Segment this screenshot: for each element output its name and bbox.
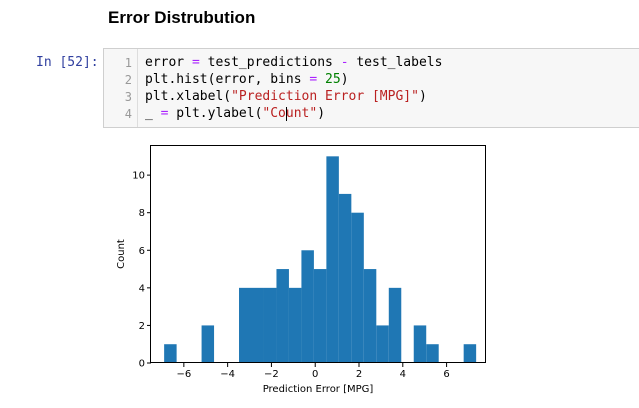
y-axis-ticks: 0 2 4 6 8 10 xyxy=(132,171,151,370)
histogram-bar xyxy=(263,287,277,363)
line-number-gutter: 1 2 3 4 xyxy=(104,49,138,127)
y-axis-label: Count xyxy=(116,239,127,269)
histogram-bar xyxy=(426,344,439,363)
histogram-bars xyxy=(164,156,477,363)
y-tick-label: 8 xyxy=(139,208,145,219)
histogram-bar xyxy=(201,325,215,363)
y-tick-label: 4 xyxy=(139,283,145,294)
line-number: 3 xyxy=(124,90,132,104)
section-heading: Error Distrubution xyxy=(108,8,256,27)
input-prompt: In [52]: xyxy=(36,55,99,70)
y-tick-label: 10 xyxy=(132,171,145,182)
y-tick-label: 0 xyxy=(139,359,145,370)
histogram-bar xyxy=(338,193,352,363)
histogram-bar xyxy=(276,269,289,363)
histogram-bar xyxy=(301,250,314,363)
histogram-bar xyxy=(363,269,377,363)
x-tick-label: −2 xyxy=(264,369,279,380)
code-cell[interactable]: 1 2 3 4 error = test_predictions - test_… xyxy=(103,48,639,128)
histogram-bar xyxy=(376,325,389,363)
x-tick-label: −4 xyxy=(220,369,235,380)
histogram-bar xyxy=(388,287,402,363)
plot-frame xyxy=(150,145,486,363)
code-line[interactable]: error = test_predictions - test_labels xyxy=(145,55,443,70)
code-line[interactable]: plt.xlabel("Prediction Error [MPG]") xyxy=(145,89,427,104)
histogram-bar xyxy=(288,287,302,363)
code-line[interactable]: plt.hist(error, bins = 25) xyxy=(145,72,349,87)
code-line[interactable]: _ = plt.ylabel("Count") xyxy=(145,106,326,121)
histogram-bar xyxy=(313,269,327,363)
x-axis-label: Prediction Error [MPG] xyxy=(263,384,374,395)
x-tick-label: 4 xyxy=(400,369,406,380)
histogram-bar xyxy=(239,287,252,363)
histogram-bar xyxy=(351,212,364,363)
x-tick-label: 6 xyxy=(443,369,449,380)
line-number: 4 xyxy=(124,107,132,121)
y-tick-label: 2 xyxy=(139,321,145,332)
histogram-bar xyxy=(413,325,427,363)
x-tick-label: −6 xyxy=(176,369,191,380)
histogram-bar xyxy=(326,156,339,363)
histogram-bar xyxy=(463,344,477,363)
x-tick-label: 2 xyxy=(356,369,362,380)
x-tick-label: 0 xyxy=(312,369,318,380)
x-axis-ticks: −6 −4 −2 0 2 4 6 xyxy=(176,363,450,380)
histogram-bar xyxy=(251,287,264,363)
line-number: 1 xyxy=(124,56,132,70)
line-number: 2 xyxy=(124,73,132,87)
histogram-bar xyxy=(164,344,177,363)
y-tick-label: 6 xyxy=(139,246,145,257)
text-cursor xyxy=(286,107,287,121)
